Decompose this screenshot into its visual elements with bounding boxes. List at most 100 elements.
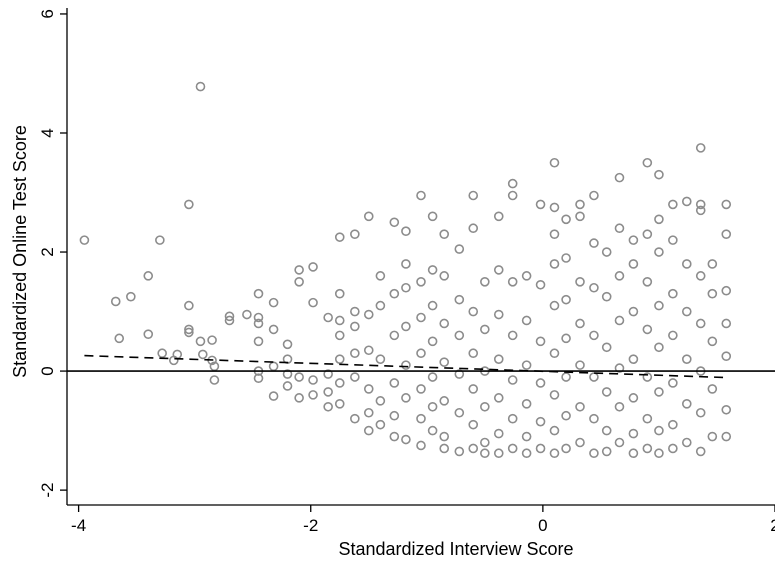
data-point	[375, 419, 386, 430]
data-point	[454, 446, 465, 457]
data-point	[561, 214, 571, 225]
data-point	[363, 211, 374, 222]
data-point	[549, 448, 560, 459]
data-point	[416, 413, 426, 424]
data-point	[454, 294, 465, 305]
data-point	[480, 448, 490, 459]
data-point	[614, 172, 625, 183]
data-point	[143, 271, 154, 281]
data-point	[601, 342, 612, 353]
data-point	[427, 401, 438, 412]
data-point	[282, 339, 293, 350]
data-point	[323, 312, 333, 323]
data-point	[350, 321, 360, 332]
data-point	[642, 443, 653, 454]
data-point	[681, 306, 692, 317]
data-point	[628, 393, 639, 403]
data-point	[350, 413, 360, 424]
data-point	[268, 391, 279, 401]
data-point	[707, 288, 718, 299]
data-point	[363, 309, 374, 320]
data-point	[268, 297, 279, 308]
data-point	[561, 443, 571, 454]
data-point	[561, 333, 571, 344]
data-point	[721, 199, 732, 210]
data-point	[521, 360, 532, 370]
data-point	[668, 378, 678, 388]
data-point	[480, 276, 490, 287]
data-point	[454, 369, 465, 379]
data-point	[575, 199, 585, 210]
data-point	[334, 378, 345, 388]
data-point	[468, 223, 479, 234]
data-point	[575, 401, 585, 412]
data-point	[493, 428, 504, 439]
data-point	[668, 419, 678, 430]
data-point	[401, 360, 411, 370]
data-point	[601, 387, 612, 397]
data-point	[642, 229, 653, 239]
data-point	[439, 396, 450, 406]
data-point	[601, 425, 612, 436]
data-point	[363, 345, 374, 356]
fitted-dashed-line	[84, 354, 729, 379]
x-tick-label: -4	[71, 516, 86, 535]
data-point	[350, 229, 360, 239]
data-point	[695, 271, 706, 281]
data-point	[614, 315, 625, 326]
data-point	[416, 348, 426, 359]
data-point	[350, 348, 360, 359]
data-point	[427, 336, 438, 347]
data-point	[493, 448, 504, 459]
data-point	[695, 199, 706, 210]
data-point	[642, 157, 653, 168]
data-point	[507, 276, 518, 287]
data-point	[184, 199, 194, 210]
data-point	[308, 297, 318, 308]
data-point	[427, 211, 438, 222]
data-point	[493, 354, 504, 364]
data-point	[282, 381, 293, 391]
data-point	[334, 354, 345, 364]
data-point	[654, 300, 664, 311]
data-point	[209, 375, 220, 385]
data-point	[668, 443, 678, 454]
data-point	[427, 425, 438, 436]
data-point	[389, 330, 400, 341]
data-point	[561, 294, 571, 305]
data-point	[549, 348, 560, 359]
data-point	[614, 401, 625, 412]
data-point	[695, 205, 706, 216]
data-point	[294, 393, 304, 403]
data-point	[601, 291, 612, 302]
data-point	[589, 413, 599, 424]
data-point	[308, 262, 318, 272]
data-point	[493, 393, 504, 403]
data-point	[334, 288, 345, 299]
data-points	[79, 81, 732, 459]
data-point	[224, 315, 235, 326]
data-point	[184, 327, 194, 338]
data-point	[454, 407, 465, 418]
data-point	[389, 217, 400, 228]
data-point	[614, 437, 625, 448]
data-point	[375, 300, 386, 311]
data-point	[439, 229, 450, 239]
data-point	[521, 315, 532, 326]
data-point	[155, 235, 165, 245]
data-point	[334, 330, 345, 341]
data-point	[242, 309, 252, 320]
data-point	[253, 288, 264, 299]
data-point	[589, 448, 599, 459]
data-point	[575, 360, 585, 370]
data-point	[654, 448, 664, 459]
data-point	[654, 425, 664, 436]
data-point	[493, 265, 504, 275]
y-tick-label: 0	[38, 366, 57, 375]
data-point	[575, 318, 585, 329]
y-tick-label: 2	[38, 247, 57, 256]
data-point	[561, 410, 571, 421]
data-point	[614, 223, 625, 234]
data-point	[334, 315, 345, 326]
data-point	[468, 348, 479, 359]
